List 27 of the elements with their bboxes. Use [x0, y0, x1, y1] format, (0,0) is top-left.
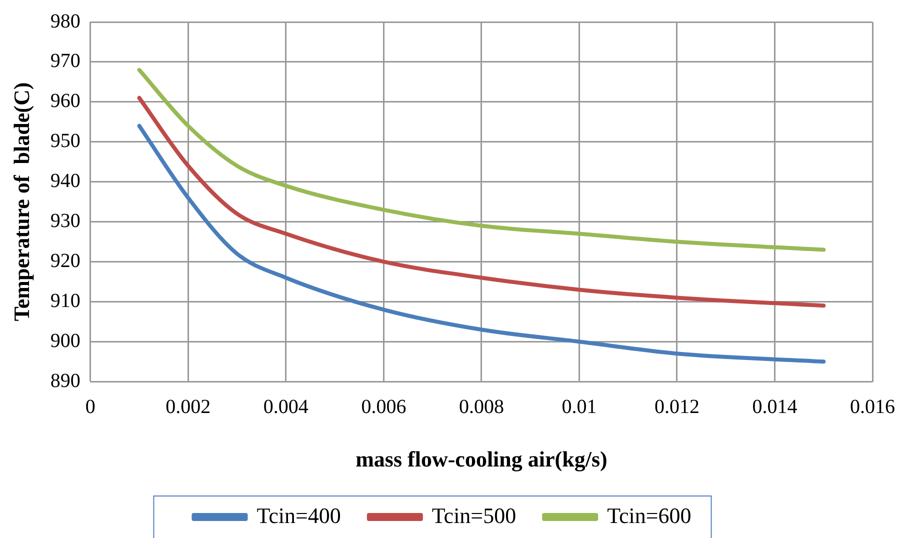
- y-tick-label: 910: [50, 290, 80, 312]
- y-tick-label: 920: [50, 250, 80, 272]
- y-tick-label: 940: [50, 170, 80, 192]
- legend-label: Tcin=400: [256, 502, 341, 528]
- y-tick-label: 970: [50, 50, 80, 72]
- y-tick-label: 900: [50, 330, 80, 352]
- x-tick-label: 0.016: [850, 396, 895, 418]
- line-series: [137, 68, 826, 252]
- y-tick-label: 980: [50, 10, 80, 32]
- x-tick-label: 0: [85, 396, 96, 418]
- y-axis-title: Temperature of blade(C): [8, 82, 34, 322]
- x-axis-title: mass flow-cooling air(kg/s): [356, 446, 608, 472]
- line-series: [137, 124, 826, 364]
- x-tick-label: 0.006: [361, 396, 406, 418]
- legend-label: Tcin=600: [607, 502, 692, 528]
- y-tick-label: 950: [50, 130, 80, 152]
- x-tick-label: 0.01: [562, 396, 597, 418]
- x-tick-label: 0.002: [166, 396, 211, 418]
- line-series: [137, 96, 826, 308]
- y-tick-label: 960: [50, 90, 80, 112]
- x-tick-label: 0.004: [263, 396, 308, 418]
- x-tick-label: 0.008: [458, 396, 504, 418]
- y-tick-label: 890: [50, 370, 80, 392]
- y-tick-label: 930: [50, 210, 80, 232]
- x-tick-label: 0.012: [654, 396, 700, 418]
- x-tick-label: 0.014: [752, 396, 798, 418]
- legend-label: Tcin=500: [432, 502, 516, 528]
